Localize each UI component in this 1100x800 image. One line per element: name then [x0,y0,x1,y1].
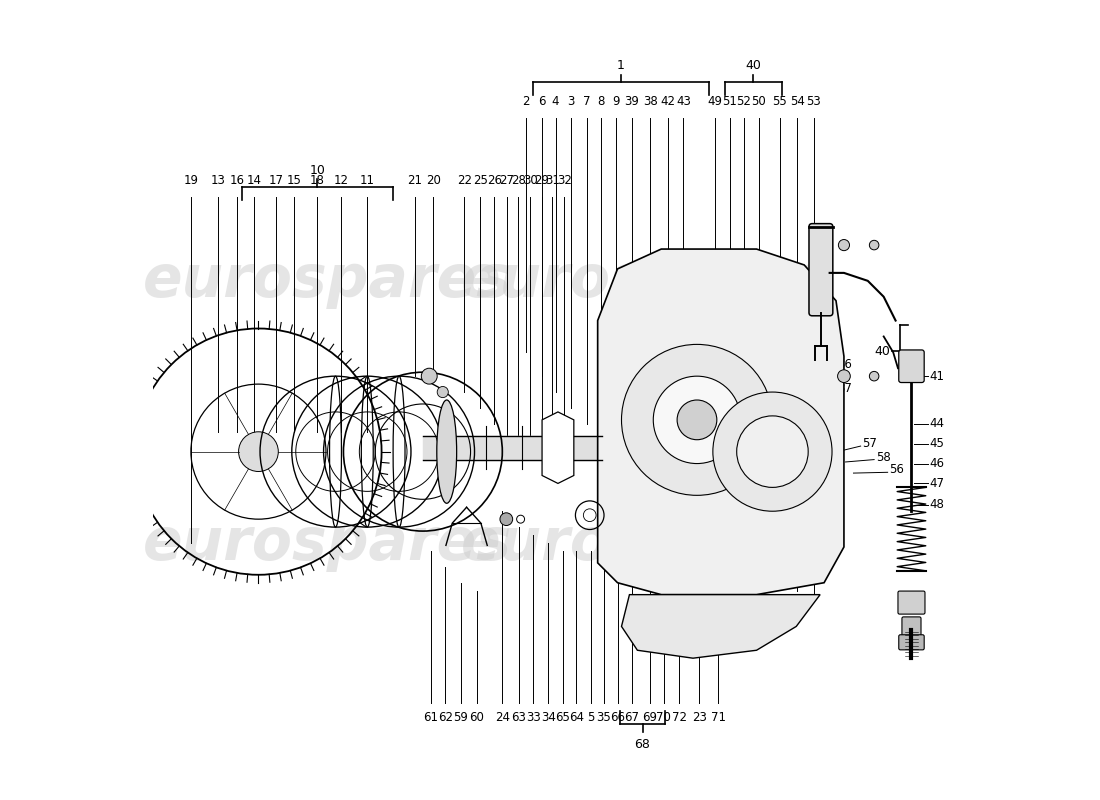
Circle shape [239,432,278,471]
Circle shape [421,368,437,384]
Text: 19: 19 [184,174,198,187]
Polygon shape [542,412,574,483]
Text: 28: 28 [510,174,526,187]
Text: 5: 5 [587,711,595,725]
Circle shape [621,344,772,495]
Text: 57: 57 [862,437,877,450]
Text: 29: 29 [535,174,550,187]
Text: 68: 68 [635,738,650,751]
Text: 46: 46 [930,457,945,470]
Text: 21: 21 [407,174,422,187]
Text: 44: 44 [930,418,945,430]
Text: 7: 7 [583,94,591,108]
Text: 33: 33 [526,711,541,725]
Text: 22: 22 [456,174,472,187]
Text: 12: 12 [333,174,349,187]
Text: 38: 38 [642,94,658,108]
Text: 37: 37 [837,382,852,394]
Text: 11: 11 [360,174,375,187]
Text: 25: 25 [473,174,487,187]
Text: 4: 4 [552,94,559,108]
Text: 36: 36 [837,358,852,370]
Circle shape [737,416,808,487]
Text: 59: 59 [453,711,469,725]
Text: 15: 15 [287,174,301,187]
Polygon shape [621,594,821,658]
Text: 69: 69 [642,711,658,725]
Text: 62: 62 [438,711,452,725]
Text: 8: 8 [597,94,605,108]
Text: 51: 51 [722,94,737,108]
FancyBboxPatch shape [808,224,833,316]
Text: 3: 3 [566,94,574,108]
Text: 24: 24 [495,711,509,725]
Text: 56: 56 [889,463,904,477]
Text: eurospares: eurospares [461,514,829,571]
Text: 39: 39 [625,94,639,108]
Text: 45: 45 [930,437,945,450]
FancyBboxPatch shape [899,350,924,382]
Text: 18: 18 [310,174,324,187]
FancyBboxPatch shape [899,634,924,650]
Text: 20: 20 [426,174,441,187]
Text: 48: 48 [930,498,945,511]
Text: 10: 10 [309,164,326,177]
Text: 14: 14 [246,174,261,187]
Circle shape [499,513,513,526]
Text: 27: 27 [499,174,515,187]
Text: eurospares: eurospares [143,514,513,571]
Text: 47: 47 [930,477,945,490]
Text: 64: 64 [569,711,584,725]
FancyBboxPatch shape [898,591,925,614]
Ellipse shape [437,400,456,503]
Text: 53: 53 [806,94,821,108]
Text: 60: 60 [470,711,484,725]
Text: 23: 23 [692,711,707,725]
Text: 34: 34 [541,711,556,725]
Text: 65: 65 [556,711,570,725]
Text: 16: 16 [230,174,244,187]
Text: 41: 41 [930,370,945,382]
Text: 26: 26 [487,174,502,187]
Text: 61: 61 [424,711,438,725]
Text: 35: 35 [596,711,612,725]
Text: 67: 67 [625,711,639,725]
Circle shape [653,376,740,463]
Text: 31: 31 [544,174,560,187]
Text: eurospares: eurospares [143,252,513,310]
Text: 43: 43 [676,94,691,108]
Text: 49: 49 [707,94,723,108]
Text: 1: 1 [617,59,625,72]
Text: 72: 72 [672,711,688,725]
Text: 54: 54 [790,94,804,108]
Circle shape [837,370,850,382]
Text: 55: 55 [772,94,786,108]
Text: 30: 30 [522,174,538,187]
Text: 9: 9 [613,94,619,108]
FancyBboxPatch shape [902,617,921,636]
Text: 52: 52 [736,94,751,108]
Text: eurospares: eurospares [461,252,829,310]
Text: 32: 32 [557,174,572,187]
Circle shape [869,240,879,250]
Text: 58: 58 [876,450,891,464]
Text: 13: 13 [210,174,225,187]
Circle shape [838,239,849,250]
Text: 40: 40 [746,59,761,72]
Circle shape [678,400,717,440]
Text: 71: 71 [711,711,726,725]
Text: 66: 66 [610,711,625,725]
Text: 6: 6 [538,94,546,108]
Text: 2: 2 [522,94,530,108]
Circle shape [437,386,449,398]
Polygon shape [597,249,844,594]
Circle shape [869,371,879,381]
Text: 42: 42 [660,94,675,108]
Circle shape [713,392,832,511]
Text: 63: 63 [512,711,527,725]
Text: 17: 17 [268,174,284,187]
Text: 40: 40 [874,345,890,358]
Text: 50: 50 [751,94,767,108]
Text: 70: 70 [657,711,671,725]
